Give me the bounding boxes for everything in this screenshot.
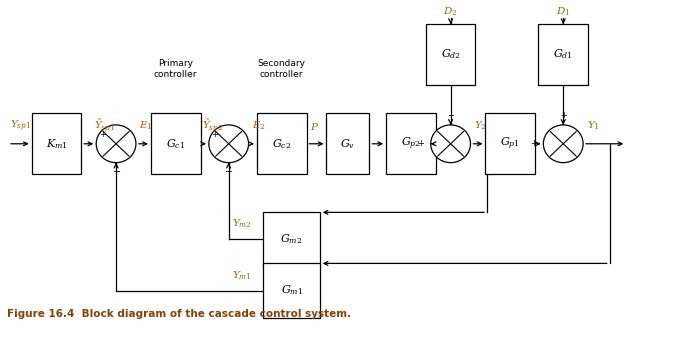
Text: $D_1$: $D_1$ xyxy=(556,5,571,17)
Text: $Y_{m1}$: $Y_{m1}$ xyxy=(232,269,251,282)
Text: $G_{d2}$: $G_{d2}$ xyxy=(441,48,460,61)
Bar xyxy=(32,114,81,174)
Text: +: + xyxy=(99,130,105,139)
Bar xyxy=(264,263,320,318)
Text: $Y_{sp1}$: $Y_{sp1}$ xyxy=(10,119,31,134)
Bar xyxy=(327,114,370,174)
Text: +: + xyxy=(417,139,425,148)
Text: $-$: $-$ xyxy=(224,165,233,175)
Text: +: + xyxy=(560,111,566,120)
Text: +: + xyxy=(212,130,218,139)
Text: Primary
controller: Primary controller xyxy=(154,59,197,79)
Text: $Y_1$: $Y_1$ xyxy=(587,120,600,132)
Text: +: + xyxy=(448,111,454,120)
Text: $G_{p1}$: $G_{p1}$ xyxy=(500,135,520,152)
Ellipse shape xyxy=(544,125,583,163)
Ellipse shape xyxy=(96,125,136,163)
Text: $G_{c2}$: $G_{c2}$ xyxy=(272,137,291,151)
Bar xyxy=(485,114,535,174)
Text: Secondary
controller: Secondary controller xyxy=(258,59,306,79)
Text: $G_{d1}$: $G_{d1}$ xyxy=(554,48,573,61)
Text: $G_v$: $G_v$ xyxy=(340,137,356,151)
Text: $\tilde{Y}_{sp1}$: $\tilde{Y}_{sp1}$ xyxy=(94,117,115,135)
Text: $Y_{m2}$: $Y_{m2}$ xyxy=(232,217,251,230)
Bar xyxy=(151,114,201,174)
Text: Figure 16.4  Block diagram of the cascade control system.: Figure 16.4 Block diagram of the cascade… xyxy=(7,309,351,319)
Bar xyxy=(264,212,320,267)
Text: +: + xyxy=(530,139,537,148)
Bar xyxy=(538,24,588,85)
Text: $G_{c1}$: $G_{c1}$ xyxy=(166,137,185,151)
Text: $G_{p2}$: $G_{p2}$ xyxy=(401,135,421,152)
Bar xyxy=(257,114,306,174)
Text: $\tilde{Y}_{sp2}$: $\tilde{Y}_{sp2}$ xyxy=(202,117,224,135)
Text: $P$: $P$ xyxy=(310,121,320,132)
Text: $K_{m1}$: $K_{m1}$ xyxy=(45,137,68,151)
Text: $E_2$: $E_2$ xyxy=(252,120,266,132)
Text: $G_{m2}$: $G_{m2}$ xyxy=(281,233,303,246)
Text: $Y_2$: $Y_2$ xyxy=(475,120,487,132)
Ellipse shape xyxy=(209,125,249,163)
Text: $-$: $-$ xyxy=(112,165,120,175)
Ellipse shape xyxy=(431,125,470,163)
Text: $G_{m1}$: $G_{m1}$ xyxy=(281,284,303,297)
Bar xyxy=(386,114,436,174)
Bar xyxy=(426,24,475,85)
Text: $E_1$: $E_1$ xyxy=(139,120,153,132)
Text: $D_2$: $D_2$ xyxy=(443,5,458,17)
